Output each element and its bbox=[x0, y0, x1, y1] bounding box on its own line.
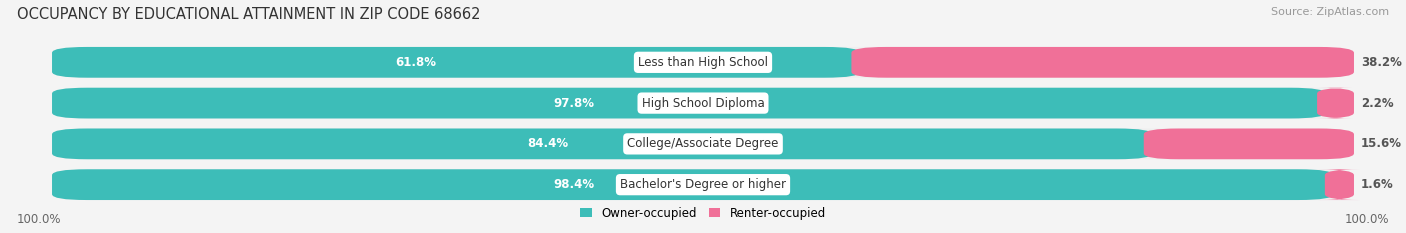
Text: 84.4%: 84.4% bbox=[527, 137, 568, 150]
Text: 61.8%: 61.8% bbox=[395, 56, 436, 69]
FancyBboxPatch shape bbox=[1143, 129, 1354, 159]
FancyBboxPatch shape bbox=[52, 47, 860, 78]
FancyBboxPatch shape bbox=[52, 169, 1333, 200]
FancyBboxPatch shape bbox=[1317, 88, 1354, 118]
Text: 100.0%: 100.0% bbox=[17, 212, 62, 226]
Legend: Owner-occupied, Renter-occupied: Owner-occupied, Renter-occupied bbox=[575, 202, 831, 225]
FancyBboxPatch shape bbox=[52, 129, 1354, 159]
Text: 15.6%: 15.6% bbox=[1361, 137, 1402, 150]
Text: Bachelor's Degree or higher: Bachelor's Degree or higher bbox=[620, 178, 786, 191]
Text: 100.0%: 100.0% bbox=[1344, 212, 1389, 226]
FancyBboxPatch shape bbox=[1319, 169, 1360, 200]
Text: Less than High School: Less than High School bbox=[638, 56, 768, 69]
FancyBboxPatch shape bbox=[52, 129, 1152, 159]
Text: College/Associate Degree: College/Associate Degree bbox=[627, 137, 779, 150]
FancyBboxPatch shape bbox=[52, 169, 1354, 200]
Text: Source: ZipAtlas.com: Source: ZipAtlas.com bbox=[1271, 7, 1389, 17]
Text: 2.2%: 2.2% bbox=[1361, 97, 1393, 110]
FancyBboxPatch shape bbox=[52, 88, 1326, 118]
Text: 97.8%: 97.8% bbox=[553, 97, 595, 110]
Text: OCCUPANCY BY EDUCATIONAL ATTAINMENT IN ZIP CODE 68662: OCCUPANCY BY EDUCATIONAL ATTAINMENT IN Z… bbox=[17, 7, 481, 22]
FancyBboxPatch shape bbox=[852, 47, 1354, 78]
FancyBboxPatch shape bbox=[52, 88, 1354, 118]
Text: 1.6%: 1.6% bbox=[1361, 178, 1393, 191]
Text: 98.4%: 98.4% bbox=[553, 178, 595, 191]
FancyBboxPatch shape bbox=[52, 47, 1354, 78]
Text: 38.2%: 38.2% bbox=[1361, 56, 1402, 69]
Text: High School Diploma: High School Diploma bbox=[641, 97, 765, 110]
